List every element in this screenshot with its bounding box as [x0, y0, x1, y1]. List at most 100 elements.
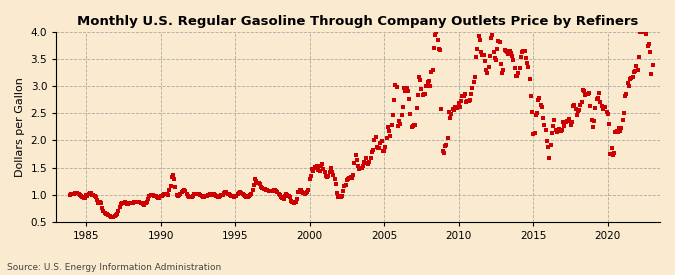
- Point: [304, 177, 315, 182]
- Point: [252, 180, 263, 185]
- Point: [477, 53, 488, 57]
- Point: [335, 195, 346, 199]
- Point: [88, 193, 99, 197]
- Point: [454, 105, 465, 109]
- Point: [306, 174, 317, 178]
- Point: [275, 195, 286, 199]
- Point: [487, 33, 497, 37]
- Point: [111, 211, 122, 216]
- Point: [451, 104, 462, 109]
- Point: [454, 101, 464, 105]
- Point: [425, 83, 435, 88]
- Point: [472, 46, 483, 51]
- Point: [231, 194, 242, 198]
- Point: [344, 176, 355, 181]
- Point: [77, 195, 88, 200]
- Point: [321, 174, 331, 178]
- Point: [550, 127, 561, 132]
- Point: [558, 120, 568, 125]
- Point: [73, 192, 84, 196]
- Point: [390, 82, 401, 87]
- Point: [225, 192, 236, 197]
- Point: [427, 68, 438, 73]
- Point: [283, 194, 294, 198]
- Point: [213, 195, 223, 199]
- Point: [309, 165, 320, 169]
- Point: [235, 190, 246, 195]
- Point: [299, 192, 310, 196]
- Point: [151, 195, 162, 200]
- Point: [128, 200, 138, 205]
- Point: [322, 175, 333, 180]
- Point: [164, 188, 175, 192]
- Point: [640, 30, 651, 34]
- Point: [406, 125, 417, 129]
- Point: [510, 74, 521, 79]
- Point: [495, 62, 506, 67]
- Point: [439, 151, 450, 155]
- Point: [293, 190, 304, 194]
- Point: [272, 190, 283, 195]
- Point: [109, 214, 120, 219]
- Point: [90, 195, 101, 199]
- Point: [176, 190, 187, 194]
- Point: [353, 164, 364, 168]
- Point: [361, 161, 372, 165]
- Point: [639, 30, 649, 34]
- Point: [565, 123, 576, 127]
- Point: [491, 57, 502, 62]
- Point: [173, 193, 184, 197]
- Point: [111, 213, 122, 218]
- Point: [601, 109, 612, 114]
- Point: [443, 110, 454, 114]
- Point: [342, 178, 352, 182]
- Point: [99, 211, 110, 215]
- Point: [560, 120, 571, 124]
- Point: [539, 123, 550, 127]
- Point: [383, 125, 394, 130]
- Point: [376, 139, 387, 144]
- Point: [441, 143, 452, 147]
- Point: [105, 215, 116, 219]
- Point: [135, 200, 146, 205]
- Point: [139, 203, 150, 207]
- Point: [508, 57, 519, 62]
- Point: [267, 189, 278, 193]
- Point: [525, 94, 536, 98]
- Point: [423, 80, 433, 84]
- Point: [82, 193, 92, 198]
- Point: [196, 194, 207, 198]
- Point: [583, 92, 593, 96]
- Point: [238, 193, 249, 197]
- Point: [339, 184, 350, 189]
- Point: [384, 129, 395, 133]
- Point: [303, 188, 314, 192]
- Point: [571, 113, 582, 118]
- Point: [151, 194, 161, 199]
- Point: [310, 165, 321, 170]
- Point: [278, 197, 289, 201]
- Point: [396, 113, 407, 118]
- Point: [68, 192, 79, 196]
- Point: [254, 182, 265, 186]
- Point: [373, 146, 383, 150]
- Point: [624, 83, 634, 88]
- Point: [338, 189, 348, 194]
- Point: [593, 95, 603, 100]
- Point: [124, 201, 135, 205]
- Point: [483, 64, 494, 69]
- Point: [76, 194, 86, 198]
- Point: [545, 142, 556, 147]
- Point: [286, 198, 296, 203]
- Point: [185, 195, 196, 200]
- Point: [71, 191, 82, 195]
- Point: [349, 160, 360, 165]
- Point: [95, 200, 105, 204]
- Point: [118, 200, 129, 205]
- Point: [516, 55, 526, 60]
- Point: [578, 88, 589, 92]
- Point: [497, 71, 508, 75]
- Point: [374, 146, 385, 150]
- Point: [192, 191, 203, 196]
- Point: [435, 48, 446, 53]
